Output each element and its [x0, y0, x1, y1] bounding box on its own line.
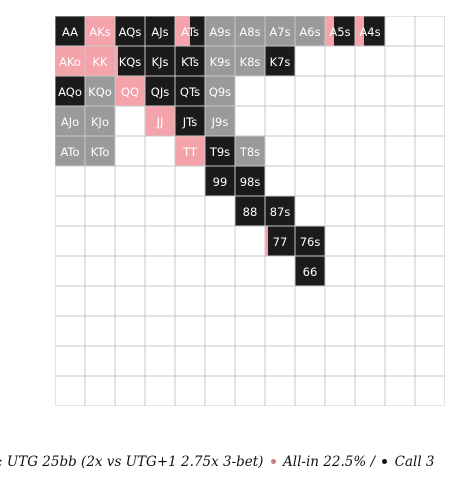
hand-cell-KQs: KQs: [115, 46, 145, 76]
hand-label: J9s: [211, 115, 229, 129]
hand-label: TT: [182, 145, 198, 159]
hand-cell-J9s: J9s: [205, 106, 235, 136]
hand-label: QQ: [121, 85, 139, 99]
hand-label: KJs: [152, 55, 169, 69]
hand-label: KTo: [91, 145, 110, 159]
hand-cell-87s: 87s: [265, 196, 295, 226]
grid-lines: [55, 16, 445, 406]
hand-cell-ATo: ATo: [55, 136, 85, 166]
hand-label: ATo: [60, 145, 79, 159]
hand-cell-A4s: A4s: [355, 16, 385, 46]
hand-cell-QJs: QJs: [145, 76, 175, 106]
hand-cell-A6s: A6s: [295, 16, 325, 46]
hand-cell-KJo: KJo: [85, 106, 115, 136]
hand-cell-TT: TT: [175, 136, 205, 166]
hand-cell-JJ: JJ: [145, 106, 175, 136]
hand-label: JTs: [182, 115, 198, 129]
hand-label: T9s: [209, 145, 230, 159]
hand-label: K9s: [210, 55, 231, 69]
hand-label: KQs: [119, 55, 142, 69]
hand-label: A9s: [209, 25, 230, 39]
hand-cell-KJs: KJs: [145, 46, 175, 76]
chart-caption: : UTG 25bb (2x vs UTG+1 2.75x 3-bet) All…: [0, 454, 469, 470]
hand-cell-76s: 76s: [295, 226, 325, 256]
hand-label: 87s: [270, 205, 291, 219]
hand-cell-AKs: AKs: [85, 16, 115, 46]
hand-cell-A7s: A7s: [265, 16, 295, 46]
hand-cell-A9s: A9s: [205, 16, 235, 46]
hand-cell-A8s: A8s: [235, 16, 265, 46]
hand-label: 99: [213, 175, 228, 189]
hand-cell-K9s: K9s: [205, 46, 235, 76]
hand-label: 88: [243, 205, 258, 219]
hand-label: AQs: [119, 25, 142, 39]
hand-label: A6s: [299, 25, 320, 39]
hand-label: KTs: [181, 55, 199, 69]
hand-label: A7s: [269, 25, 290, 39]
hand-cell-AQs: AQs: [115, 16, 145, 46]
hand-cell-KTs: KTs: [175, 46, 205, 76]
call-legend-dot: [382, 459, 388, 464]
hand-label: QJs: [151, 85, 169, 99]
hand-cell-88: 88: [235, 196, 265, 226]
hand-label: ATs: [181, 25, 199, 39]
hand-label: T8s: [239, 145, 260, 159]
hand-cell-77: 77: [265, 226, 295, 256]
hand-cell-JTs: JTs: [175, 106, 205, 136]
hand-cell-T8s: T8s: [235, 136, 265, 166]
hand-cell-KQo: KQo: [85, 76, 115, 106]
hand-cell-AKo: AKo: [55, 46, 85, 76]
hand-label: A8s: [239, 25, 260, 39]
hand-cell-K8s: K8s: [235, 46, 265, 76]
hand-label: 76s: [300, 235, 321, 249]
hand-label: 66: [303, 265, 318, 279]
hand-label: K7s: [270, 55, 291, 69]
hand-cell-QQ: QQ: [115, 76, 145, 106]
chart-title: : UTG 25bb (2x vs UTG+1 2.75x 3-bet): [0, 454, 264, 470]
hand-cell-K7s: K7s: [265, 46, 295, 76]
hand-cell-AJo: AJo: [55, 106, 85, 136]
hand-label: A5s: [329, 25, 350, 39]
hand-label: KQo: [88, 85, 112, 99]
hand-label: AJo: [61, 115, 79, 129]
hand-cell-QTs: QTs: [175, 76, 205, 106]
allin-legend-label: All-in 22.5% /: [283, 454, 376, 470]
hand-cell-98s: 98s: [235, 166, 265, 196]
hand-label: 77: [273, 235, 288, 249]
hand-label: QTs: [180, 85, 200, 99]
hand-label: AA: [62, 25, 78, 39]
hand-label: KK: [92, 55, 108, 69]
hand-label: AJs: [151, 25, 168, 39]
hand-range-grid: AA AKs AQs AJs ATs A9s A8s A7s A6s A5s A4s AKo KK KQs…: [55, 16, 445, 406]
hand-cell-ATs: ATs: [175, 16, 205, 46]
call-legend-label: Call 3: [394, 454, 435, 470]
hand-cell-KK: KK: [85, 46, 115, 76]
hand-label: KJo: [91, 115, 109, 129]
hand-label: 98s: [240, 175, 261, 189]
hand-cell-AA: AA: [55, 16, 85, 46]
hand-label: A4s: [359, 25, 380, 39]
hand-cell-T9s: T9s: [205, 136, 235, 166]
hand-cell-A5s: A5s: [325, 16, 355, 46]
hand-cell-66: 66: [295, 256, 325, 286]
hand-label: JJ: [156, 115, 164, 129]
hand-label: AQo: [58, 85, 82, 99]
hand-cell-99: 99: [205, 166, 235, 196]
hand-cell-KTo: KTo: [85, 136, 115, 166]
allin-legend-dot: [270, 459, 276, 464]
hand-cell-AQo: AQo: [55, 76, 85, 106]
hand-label: Q9s: [209, 85, 231, 99]
hand-cell-Q9s: Q9s: [205, 76, 235, 106]
hand-cell-AJs: AJs: [145, 16, 175, 46]
hand-label: K8s: [240, 55, 261, 69]
hand-label: AKo: [59, 55, 81, 69]
hand-label: AKs: [89, 25, 110, 39]
